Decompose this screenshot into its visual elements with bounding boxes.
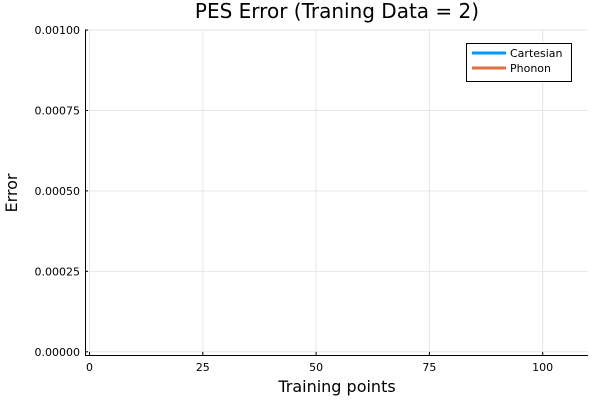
x-tick-label: 0 <box>86 361 93 374</box>
x-tick-label: 75 <box>422 361 436 374</box>
tick-labels: 0 25 50 75 100 0.00000 0.00025 0.00050 0.00075 0.… <box>35 24 554 374</box>
legend-label: Phonon <box>510 62 551 75</box>
y-axis-label: Error <box>2 173 21 212</box>
x-axis-label: Training points <box>277 377 395 396</box>
grid <box>85 29 588 355</box>
legend-label: Cartesian <box>510 47 563 60</box>
legend-box <box>466 43 572 82</box>
y-tick-label: 0.00025 <box>35 265 81 278</box>
x-tick-label: 50 <box>309 361 323 374</box>
legend: Cartesian Phonon <box>466 43 572 82</box>
x-tick-label: 25 <box>196 361 210 374</box>
y-tick-label: 0.00050 <box>35 185 81 198</box>
x-tick-label: 100 <box>532 361 553 374</box>
y-tick-label: 0.00075 <box>35 104 81 117</box>
y-tick-label: 0.00000 <box>35 346 81 359</box>
chart-title: PES Error (Traning Data = 2) <box>195 0 479 23</box>
y-tick-label: 0.00100 <box>35 24 81 37</box>
